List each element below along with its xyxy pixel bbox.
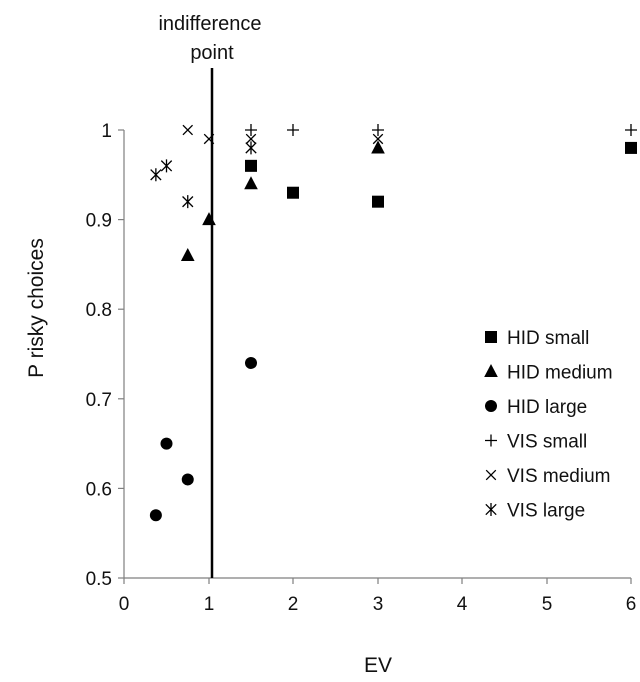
data-point <box>150 168 162 182</box>
data-point <box>160 159 173 173</box>
y-tick-label: 0.7 <box>86 390 112 411</box>
y-tick-label: 0.6 <box>86 479 112 500</box>
series-hid-large <box>149 356 257 522</box>
y-tick-label: 0.9 <box>86 211 112 232</box>
data-point <box>372 124 384 136</box>
series-vis-medium <box>182 124 384 145</box>
legend-item: VIS large <box>485 501 585 522</box>
data-point <box>371 140 385 154</box>
data-point <box>182 124 194 136</box>
indifference-label-line1: indifference <box>158 13 261 35</box>
legend-item: HID medium <box>484 363 613 384</box>
legend-item: HID small <box>485 328 589 349</box>
legend-label: VIS medium <box>507 466 610 487</box>
x-tick-label: 6 <box>626 594 637 615</box>
legend-label: HID medium <box>507 363 613 384</box>
data-point <box>245 356 257 369</box>
data-point <box>287 124 299 136</box>
y-tick-label: 0.8 <box>86 300 112 321</box>
y-tick-label: 1 <box>101 121 112 142</box>
legend: HID small HID medium HID large VIS small VIS… <box>484 328 613 522</box>
data-point <box>149 509 162 522</box>
data-point <box>203 133 215 145</box>
legend-label: VIS small <box>507 432 587 453</box>
x-axis-label: EV <box>364 654 392 677</box>
legend-label: HID large <box>507 397 587 418</box>
x-tick-label: 3 <box>373 594 384 615</box>
data-point <box>181 473 194 486</box>
y-tick-label: 0.5 <box>86 569 112 590</box>
legend-marker <box>484 364 498 378</box>
legend-item: VIS small <box>485 432 587 453</box>
series-hid-small <box>245 141 637 208</box>
data-point <box>287 186 299 199</box>
indifference-annotation: indifference point <box>158 13 262 578</box>
legend-item: VIS medium <box>485 466 610 487</box>
series-vis-small <box>245 124 637 136</box>
data-points <box>149 124 637 522</box>
series-vis-large <box>150 141 257 209</box>
data-point <box>245 124 257 136</box>
indifference-label-line2: point <box>190 42 234 64</box>
data-point <box>245 133 257 145</box>
data-point <box>202 212 216 226</box>
data-point <box>245 159 257 172</box>
data-point <box>244 176 258 190</box>
data-point <box>182 195 194 209</box>
data-point <box>372 133 384 145</box>
data-point <box>180 247 195 261</box>
data-point <box>372 195 384 208</box>
x-tick-label: 2 <box>288 594 299 615</box>
data-point <box>625 124 637 136</box>
axes: 0.5 0.6 0.7 0.8 0.9 1 0 1 2 3 4 5 6 <box>86 121 637 615</box>
x-tick-label: 1 <box>204 594 215 615</box>
legend-label: HID small <box>507 328 589 349</box>
legend-label: VIS large <box>507 501 585 522</box>
legend-marker <box>485 469 497 481</box>
data-point <box>245 141 257 155</box>
x-tick-label: 0 <box>119 594 130 615</box>
data-point <box>160 437 173 450</box>
data-point <box>625 141 637 154</box>
legend-marker <box>485 503 497 516</box>
series-hid-medium <box>180 140 385 261</box>
y-axis-label: P risky choices <box>25 238 48 378</box>
legend-marker <box>485 400 497 412</box>
legend-item: HID large <box>485 397 587 418</box>
x-tick-label: 4 <box>457 594 468 615</box>
x-tick-label: 5 <box>542 594 553 615</box>
legend-marker <box>485 434 497 447</box>
legend-marker <box>485 331 497 343</box>
